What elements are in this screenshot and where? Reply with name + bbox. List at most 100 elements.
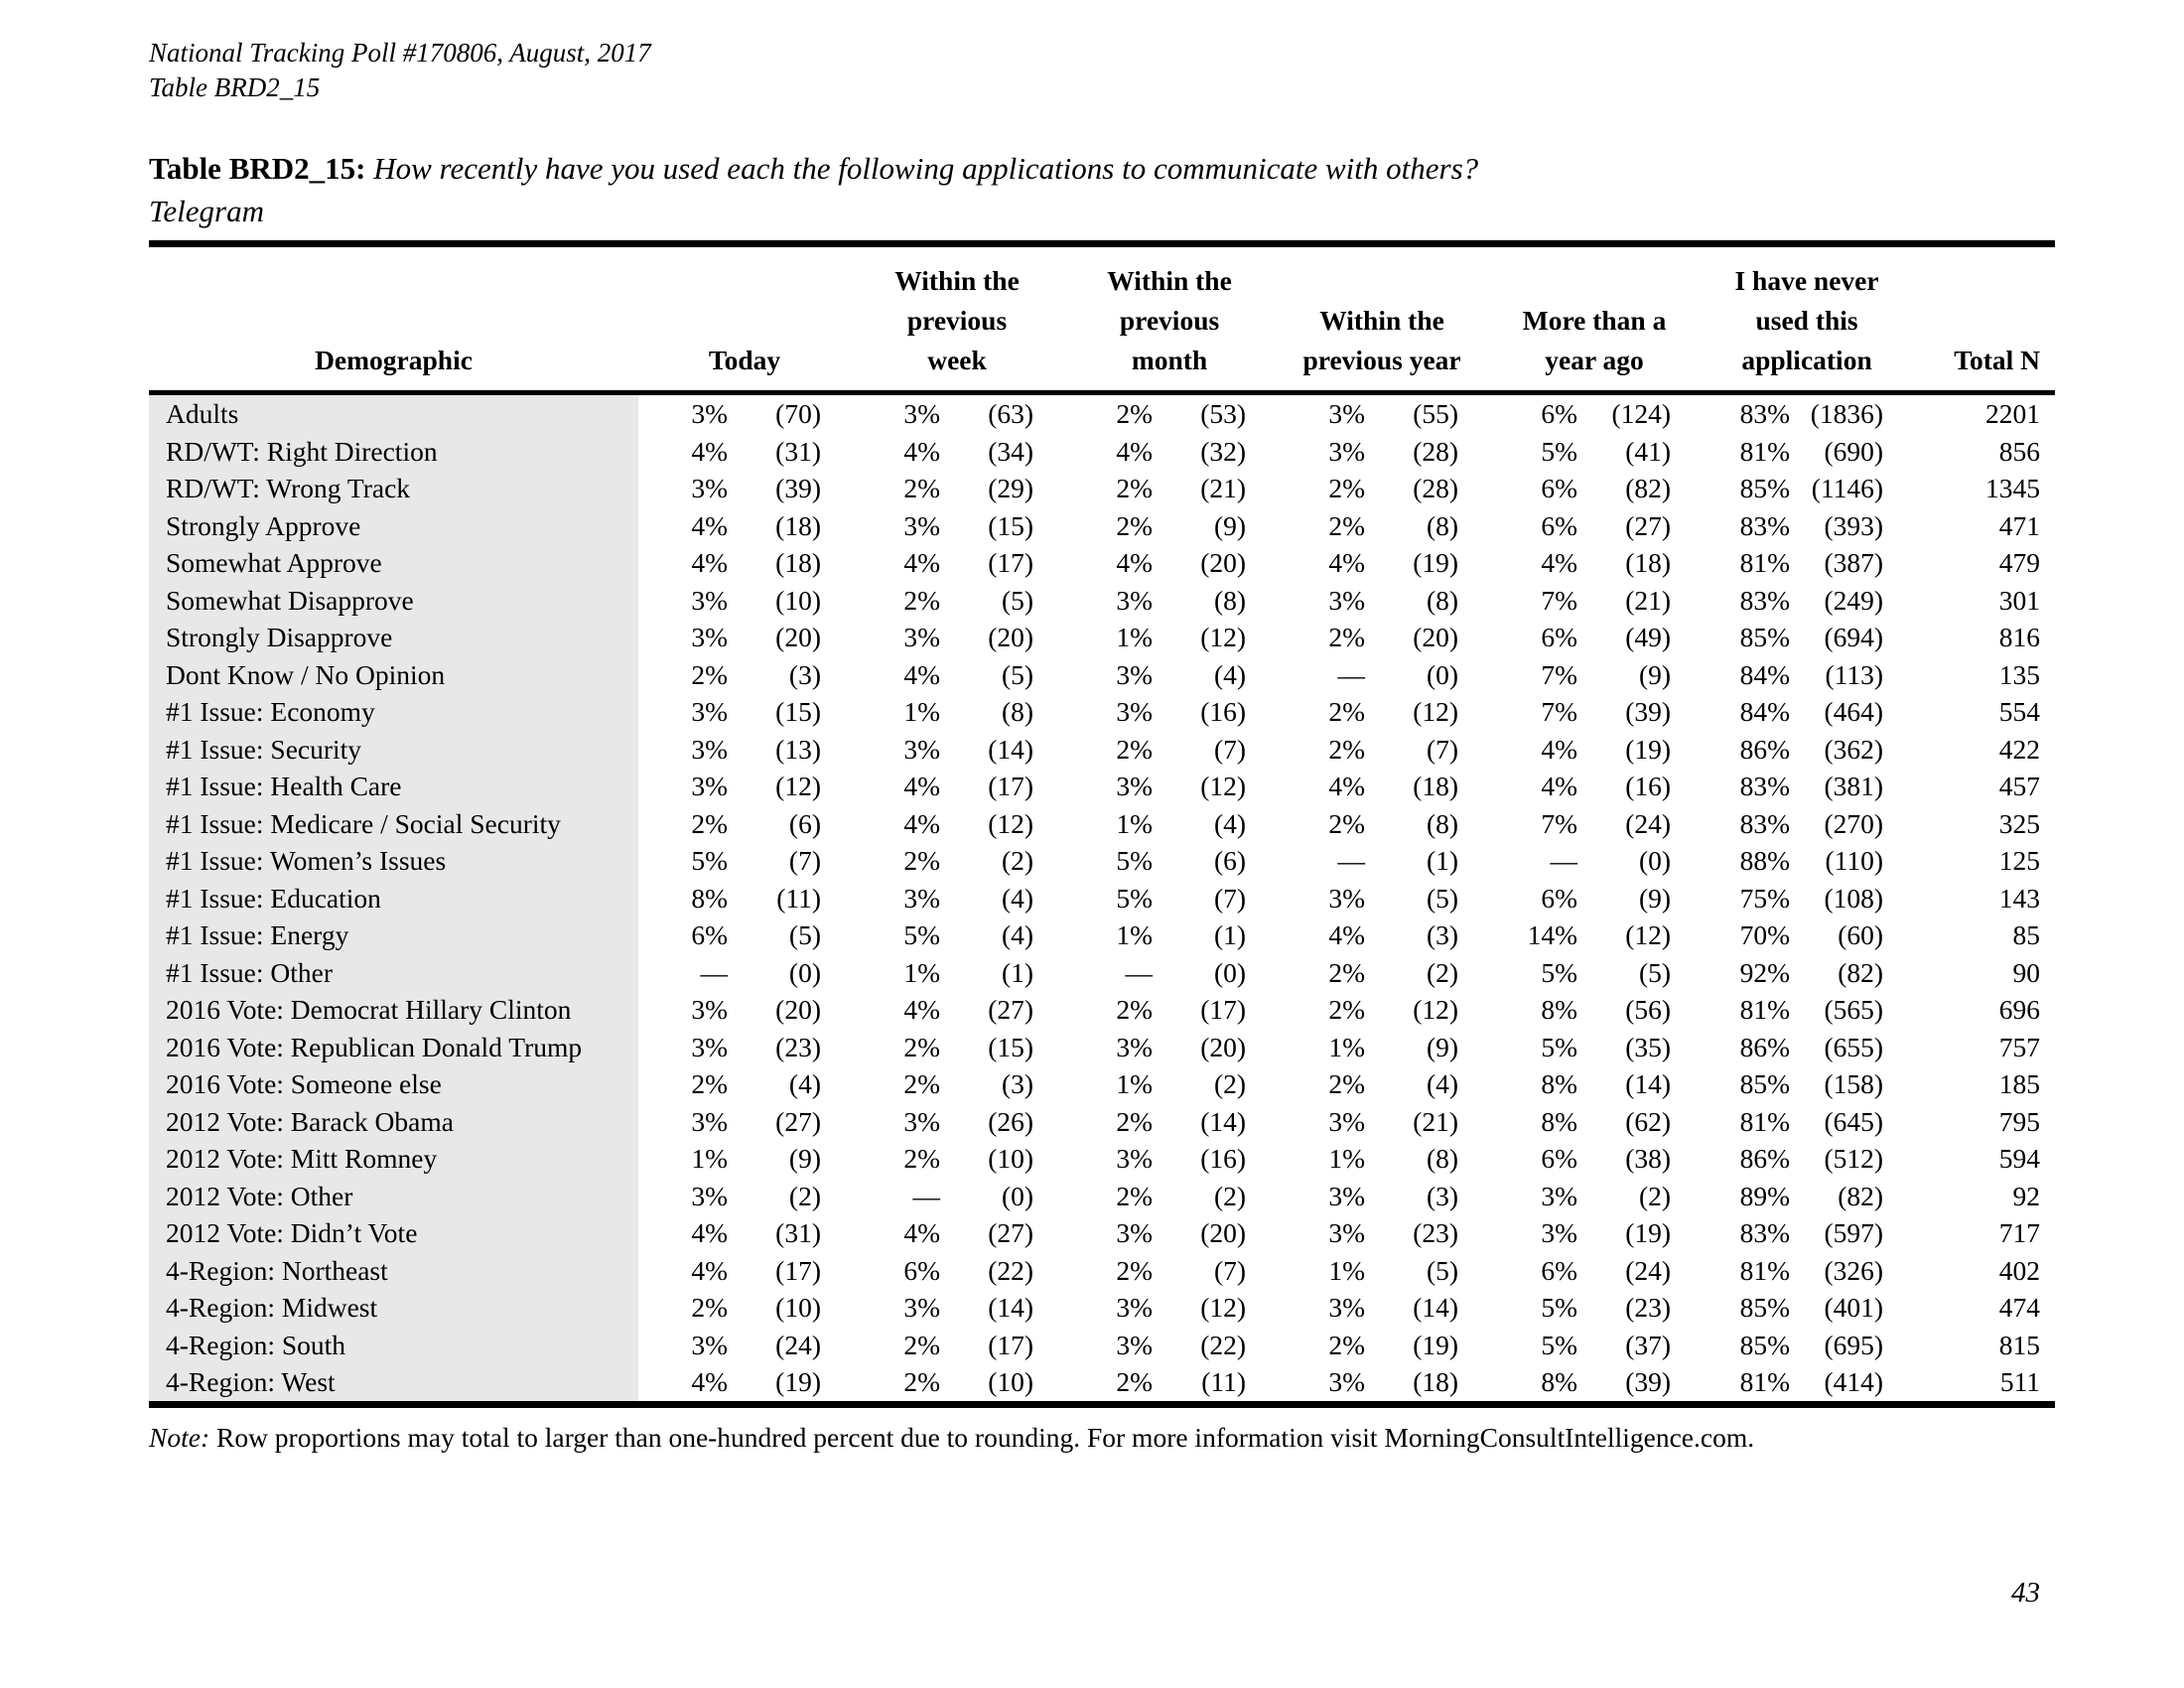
- percent-cell: 4%: [1328, 771, 1366, 801]
- percent-cell: 5%: [1541, 435, 1578, 467]
- count-cell: (7): [1213, 733, 1247, 765]
- percent-cell: 3%: [691, 1329, 728, 1360]
- count-cell: (270): [1824, 807, 1884, 839]
- percent-cell: 8%: [1541, 994, 1578, 1025]
- count-cell: (34): [988, 435, 1034, 467]
- count-cell: (401): [1824, 1292, 1884, 1323]
- percent-cell: 2%: [1328, 696, 1366, 727]
- percent-cell: 5%: [1116, 882, 1154, 914]
- percent-cell: 6%: [691, 919, 728, 950]
- count-cell: (2): [1638, 1180, 1672, 1211]
- count-cell: (11): [1201, 1366, 1247, 1397]
- percent-cell: 83%: [1739, 771, 1791, 801]
- percent-cell: 92%: [1739, 956, 1791, 988]
- percent-cell: —: [700, 956, 729, 988]
- percent-cell: 85%: [1739, 1068, 1791, 1099]
- percent-cell: 4%: [903, 547, 940, 578]
- demographic-cell: 2012 Vote: Mitt Romney: [149, 1140, 638, 1178]
- count-cell: (12): [988, 807, 1034, 839]
- percent-cell: 3%: [1116, 1329, 1154, 1360]
- page-number: 43: [2011, 1577, 2040, 1609]
- percent-cell: 5%: [691, 845, 728, 876]
- percent-cell: 2%: [1328, 622, 1366, 652]
- table-row: Somewhat Approve 4% (18) 4% (17) 4% (20) 4% (19)…: [149, 544, 2055, 582]
- percent-cell: 5%: [1541, 956, 1578, 988]
- total-n-cell: 2201: [1985, 398, 2041, 429]
- column-header-today: Today: [708, 345, 781, 375]
- count-cell: (113): [1825, 658, 1884, 690]
- count-cell: (17): [1200, 994, 1247, 1025]
- count-cell: (18): [1625, 547, 1672, 578]
- percent-cell: 3%: [1328, 1366, 1366, 1397]
- count-cell: (9): [788, 1143, 821, 1174]
- percent-cell: 3%: [1116, 771, 1154, 801]
- percent-cell: 2%: [1328, 733, 1366, 765]
- percent-cell: 6%: [903, 1254, 940, 1286]
- percent-cell: 3%: [1541, 1217, 1578, 1248]
- total-n-cell: 554: [1998, 696, 2041, 727]
- percent-cell: 3%: [691, 994, 728, 1025]
- count-cell: (8): [1426, 509, 1459, 541]
- count-cell: (39): [1625, 696, 1672, 727]
- count-cell: (31): [775, 1217, 821, 1248]
- count-cell: (4): [1426, 1068, 1459, 1099]
- count-cell: (11): [776, 882, 821, 914]
- percent-cell: 2%: [903, 1366, 940, 1397]
- percent-cell: 4%: [1541, 771, 1578, 801]
- count-cell: (7): [1426, 733, 1459, 765]
- count-cell: (21): [1413, 1105, 1459, 1137]
- demographic-cell: Somewhat Disapprove: [149, 581, 638, 619]
- demographic-cell: #1 Issue: Women’s Issues: [149, 842, 638, 880]
- count-cell: (4): [788, 1068, 821, 1099]
- percent-cell: 83%: [1739, 1217, 1791, 1248]
- percent-cell: 4%: [1328, 919, 1366, 950]
- percent-cell: 8%: [1541, 1366, 1578, 1397]
- percent-cell: 83%: [1739, 398, 1791, 429]
- percent-cell: 2%: [1116, 1105, 1154, 1137]
- percent-cell: 3%: [1328, 584, 1366, 616]
- table-row: Adults 3% (70) 3% (63) 2% (53) 3% (55) 6% (124) 83%…: [149, 392, 2055, 433]
- percent-cell: 3%: [691, 1031, 728, 1062]
- count-cell: (12): [1200, 622, 1247, 652]
- percent-cell: 4%: [691, 547, 728, 578]
- count-cell: (63): [988, 398, 1034, 429]
- count-cell: (362): [1824, 733, 1884, 765]
- percent-cell: 81%: [1739, 1105, 1791, 1137]
- count-cell: (3): [788, 658, 821, 690]
- count-cell: (8): [1213, 584, 1247, 616]
- count-cell: (15): [988, 509, 1034, 541]
- column-header-total-n: Total N: [1954, 345, 2041, 375]
- percent-cell: 81%: [1739, 1254, 1791, 1286]
- percent-cell: 3%: [1328, 1292, 1366, 1323]
- count-cell: (1): [1001, 956, 1034, 988]
- total-n-cell: 185: [1998, 1068, 2041, 1099]
- percent-cell: 3%: [691, 733, 728, 765]
- percent-cell: 2%: [1116, 473, 1154, 503]
- total-n-cell: 85: [2012, 919, 2041, 950]
- count-cell: (17): [775, 1254, 821, 1286]
- percent-cell: 2%: [903, 1031, 940, 1062]
- percent-cell: 6%: [1541, 1143, 1578, 1174]
- count-cell: (24): [1625, 807, 1672, 839]
- demographic-cell: 2012 Vote: Barack Obama: [149, 1102, 638, 1140]
- percent-cell: 2%: [1328, 956, 1366, 988]
- percent-cell: 1%: [1116, 807, 1154, 839]
- count-cell: (18): [1413, 1366, 1459, 1397]
- note-text: Row proportions may total to larger than…: [215, 1421, 1755, 1453]
- count-cell: (5): [1426, 1254, 1459, 1286]
- count-cell: (55): [1413, 398, 1459, 429]
- count-cell: (20): [775, 994, 821, 1025]
- count-cell: (19): [1413, 1329, 1459, 1360]
- percent-cell: 70%: [1739, 919, 1791, 950]
- percent-cell: 4%: [1328, 547, 1366, 578]
- table-reference-line: Table BRD2_15: [149, 72, 321, 102]
- percent-cell: 3%: [1116, 1031, 1154, 1062]
- table-row: 2012 Vote: Didn’t Vote 4% (31) 4% (27) 3% (20)…: [149, 1214, 2055, 1252]
- percent-cell: —: [1337, 658, 1366, 690]
- demographic-cell: 4-Region: Northeast: [149, 1251, 638, 1289]
- percent-cell: 3%: [691, 584, 728, 616]
- demographic-cell: Strongly Disapprove: [149, 619, 638, 656]
- count-cell: (20): [988, 622, 1034, 652]
- table-title-question: How recently have you used each the foll…: [373, 151, 1479, 186]
- percent-cell: 3%: [691, 473, 728, 503]
